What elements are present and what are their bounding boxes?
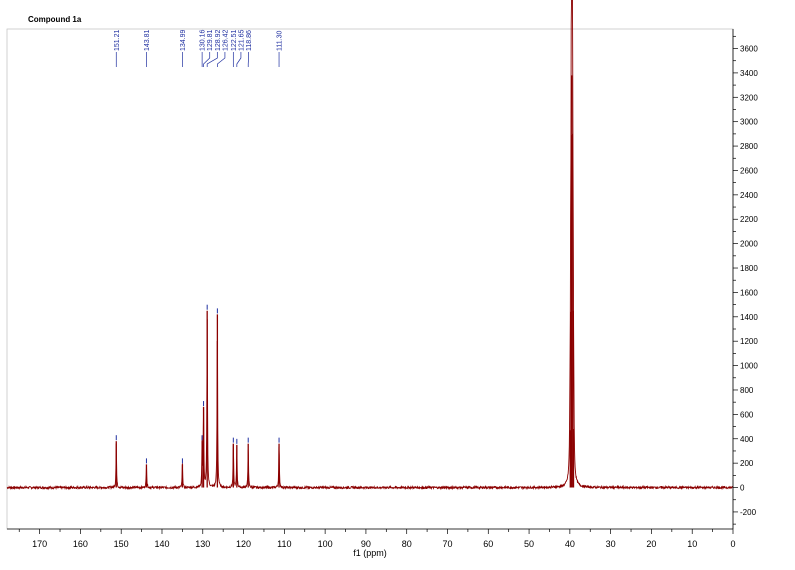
x-tick-label: 10 xyxy=(687,539,697,549)
x-tick-label: 90 xyxy=(361,539,371,549)
y-tick-label: 1000 xyxy=(740,362,758,371)
x-tick-label: 170 xyxy=(32,539,47,549)
y-tick-label: 2600 xyxy=(740,166,758,175)
x-tick-label: 150 xyxy=(114,539,129,549)
x-tick-label: 30 xyxy=(606,539,616,549)
peak-label: 134.99 xyxy=(180,29,187,51)
peak-label: 126.42 xyxy=(222,29,229,51)
y-tick-label: 3200 xyxy=(740,93,758,102)
x-tick-label: 120 xyxy=(236,539,251,549)
x-tick-label: 160 xyxy=(73,539,88,549)
x-tick-label: 130 xyxy=(195,539,210,549)
y-tick-label: 200 xyxy=(740,459,754,468)
peak-label: 143.81 xyxy=(144,29,151,51)
x-tick-label: 0 xyxy=(730,539,735,549)
spectrum-trace xyxy=(6,0,734,491)
chart-title: Compound 1a xyxy=(28,15,82,24)
y-tick-label: 0 xyxy=(740,484,745,493)
x-tick-label: 80 xyxy=(402,539,412,549)
peak-label: 122.51 xyxy=(231,29,238,51)
y-tick-label: 1200 xyxy=(740,337,758,346)
y-tick-label: 800 xyxy=(740,386,754,395)
peak-leader-line xyxy=(206,52,218,67)
peak-label: 121.65 xyxy=(238,29,245,51)
peak-leader-line xyxy=(217,52,226,67)
x-tick-label: 40 xyxy=(565,539,575,549)
y-tick-label: 2200 xyxy=(740,215,758,224)
y-tick-label: 3400 xyxy=(740,69,758,78)
y-tick-label: 400 xyxy=(740,435,754,444)
y-tick-label: 2400 xyxy=(740,191,758,200)
x-tick-label: 20 xyxy=(646,539,656,549)
peak-label-layer: 151.21 143.81 134.99 130.16 129.81 128.92 126.… xyxy=(114,29,284,67)
y-tick-label: 1800 xyxy=(740,264,758,273)
x-axis: 170 160 150 140 130 120 110 100 90 80 70 60 50 40 30 20… xyxy=(7,528,736,549)
peak-leader-line xyxy=(236,52,242,67)
y-tick-label: 2000 xyxy=(740,240,758,249)
peak-label: 129.81 xyxy=(207,29,214,51)
x-tick-label: 60 xyxy=(483,539,493,549)
y-tick-label: 3000 xyxy=(740,118,758,127)
peak-label: 111.30 xyxy=(277,31,284,51)
spectrum-layer xyxy=(6,0,734,491)
x-tick-label: 110 xyxy=(277,539,291,549)
y-tick-label: -200 xyxy=(740,508,757,517)
peak-label: 118.86 xyxy=(246,30,253,51)
y-tick-label: 1600 xyxy=(740,288,758,297)
y-tick-label: 1400 xyxy=(740,313,758,322)
x-tick-label: 70 xyxy=(442,539,452,549)
peak-leader-line xyxy=(203,52,211,67)
y-axis: 3600340032003000280026002400220020001800… xyxy=(732,29,758,529)
y-tick-label: 3600 xyxy=(740,45,758,54)
peak-label: 130.16 xyxy=(200,29,207,51)
peak-label: 128.92 xyxy=(215,29,222,51)
y-tick-label: 600 xyxy=(740,410,754,419)
peak-label: 151.21 xyxy=(114,29,121,51)
x-tick-label: 100 xyxy=(318,539,333,549)
x-tick-label: 140 xyxy=(154,539,169,549)
x-tick-label: 50 xyxy=(524,539,534,549)
x-axis-label: f1 (ppm) xyxy=(353,548,387,558)
y-tick-label: 2800 xyxy=(740,142,758,151)
